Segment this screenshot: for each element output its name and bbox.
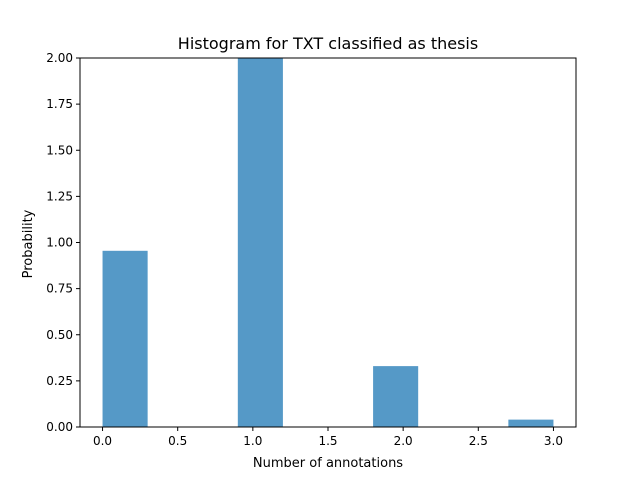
x-tick-label: 1.0 [243,434,262,448]
histogram-bar-9 [508,419,554,427]
y-axis-ticks: 0.00 0.25 0.50 0.75 1.00 1.25 1.50 1.75 2.00 [46,51,80,434]
histogram-bar-3 [237,58,283,427]
x-tick-label: 3.0 [544,434,563,448]
x-tick-label: 1.5 [318,434,337,448]
x-tick-label: 2.0 [394,434,413,448]
plot-frame [79,57,577,428]
y-tick-label: 0.50 [46,328,73,342]
histogram-bar-6 [373,366,419,427]
y-tick-label: 0.00 [46,420,73,434]
x-tick-label: 2.5 [469,434,488,448]
histogram-bar-0 [102,250,148,427]
x-axis-label: Number of annotations [253,456,403,471]
chart-title: Histogram for TXT classified as thesis [178,34,478,53]
y-tick-label: 0.75 [46,282,73,296]
y-tick-label: 1.00 [46,236,73,250]
bars-group [102,58,554,427]
y-tick-label: 2.00 [46,51,73,65]
y-tick-label: 1.50 [46,143,73,157]
y-tick-label: 1.25 [46,189,73,203]
y-tick-label: 1.75 [46,97,73,111]
x-axis-ticks: 0.0 0.5 1.0 1.5 2.0 2.5 3.0 [93,427,563,448]
y-tick-label: 0.25 [46,374,73,388]
y-axis-label: Probability [21,209,36,278]
x-tick-label: 0.0 [93,434,112,448]
x-tick-label: 0.5 [168,434,187,448]
